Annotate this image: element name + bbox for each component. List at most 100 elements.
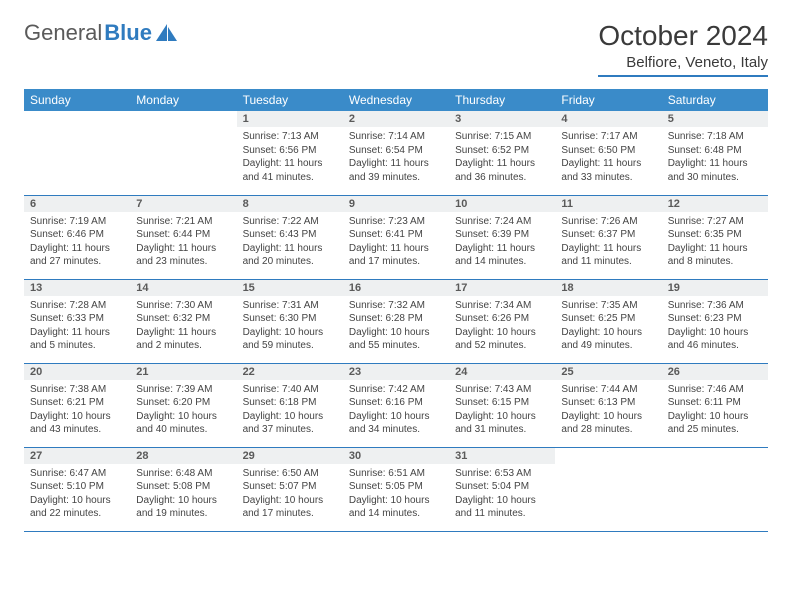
day-details: Sunrise: 7:30 AMSunset: 6:32 PMDaylight:… — [130, 296, 236, 357]
day-details: Sunrise: 7:44 AMSunset: 6:13 PMDaylight:… — [555, 380, 661, 441]
day-details: Sunrise: 7:26 AMSunset: 6:37 PMDaylight:… — [555, 212, 661, 273]
calendar-row: 6Sunrise: 7:19 AMSunset: 6:46 PMDaylight… — [24, 195, 768, 279]
brand-part1: General — [24, 20, 102, 46]
header: GeneralBlue October 2024 Belfiore, Venet… — [24, 20, 768, 77]
location-label: Belfiore, Veneto, Italy — [598, 54, 768, 77]
calendar-body: 1Sunrise: 7:13 AMSunset: 6:56 PMDaylight… — [24, 111, 768, 531]
calendar-page: GeneralBlue October 2024 Belfiore, Venet… — [0, 0, 792, 552]
calendar-cell: 24Sunrise: 7:43 AMSunset: 6:15 PMDayligh… — [449, 363, 555, 447]
day-number: 31 — [449, 448, 555, 464]
calendar-cell: 26Sunrise: 7:46 AMSunset: 6:11 PMDayligh… — [662, 363, 768, 447]
day-details: Sunrise: 7:19 AMSunset: 6:46 PMDaylight:… — [24, 212, 130, 273]
day-number: 30 — [343, 448, 449, 464]
weekday-header: Wednesday — [343, 89, 449, 111]
weekday-header-row: SundayMondayTuesdayWednesdayThursdayFrid… — [24, 89, 768, 111]
day-details: Sunrise: 7:15 AMSunset: 6:52 PMDaylight:… — [449, 127, 555, 188]
calendar-cell: 29Sunrise: 6:50 AMSunset: 5:07 PMDayligh… — [237, 447, 343, 531]
day-number: 28 — [130, 448, 236, 464]
calendar-cell: 28Sunrise: 6:48 AMSunset: 5:08 PMDayligh… — [130, 447, 236, 531]
calendar-cell: 13Sunrise: 7:28 AMSunset: 6:33 PMDayligh… — [24, 279, 130, 363]
day-details: Sunrise: 6:53 AMSunset: 5:04 PMDaylight:… — [449, 464, 555, 525]
day-number: 21 — [130, 364, 236, 380]
calendar-row: 20Sunrise: 7:38 AMSunset: 6:21 PMDayligh… — [24, 363, 768, 447]
day-details: Sunrise: 6:51 AMSunset: 5:05 PMDaylight:… — [343, 464, 449, 525]
day-details: Sunrise: 7:42 AMSunset: 6:16 PMDaylight:… — [343, 380, 449, 441]
day-details: Sunrise: 7:23 AMSunset: 6:41 PMDaylight:… — [343, 212, 449, 273]
day-number: 9 — [343, 196, 449, 212]
calendar-cell: 27Sunrise: 6:47 AMSunset: 5:10 PMDayligh… — [24, 447, 130, 531]
day-number: 16 — [343, 280, 449, 296]
calendar-cell: 16Sunrise: 7:32 AMSunset: 6:28 PMDayligh… — [343, 279, 449, 363]
day-number: 1 — [237, 111, 343, 127]
title-block: October 2024 Belfiore, Veneto, Italy — [598, 20, 768, 77]
day-details: Sunrise: 7:43 AMSunset: 6:15 PMDaylight:… — [449, 380, 555, 441]
brand-part2: Blue — [104, 20, 152, 46]
calendar-cell: 31Sunrise: 6:53 AMSunset: 5:04 PMDayligh… — [449, 447, 555, 531]
calendar-cell — [662, 447, 768, 531]
weekday-header: Tuesday — [237, 89, 343, 111]
day-details: Sunrise: 7:27 AMSunset: 6:35 PMDaylight:… — [662, 212, 768, 273]
day-details: Sunrise: 7:18 AMSunset: 6:48 PMDaylight:… — [662, 127, 768, 188]
day-number: 10 — [449, 196, 555, 212]
day-details: Sunrise: 6:50 AMSunset: 5:07 PMDaylight:… — [237, 464, 343, 525]
day-details: Sunrise: 7:38 AMSunset: 6:21 PMDaylight:… — [24, 380, 130, 441]
calendar-cell — [130, 111, 236, 195]
month-title: October 2024 — [598, 20, 768, 52]
calendar-cell: 23Sunrise: 7:42 AMSunset: 6:16 PMDayligh… — [343, 363, 449, 447]
calendar-cell: 18Sunrise: 7:35 AMSunset: 6:25 PMDayligh… — [555, 279, 661, 363]
calendar-table: SundayMondayTuesdayWednesdayThursdayFrid… — [24, 89, 768, 532]
day-details: Sunrise: 7:13 AMSunset: 6:56 PMDaylight:… — [237, 127, 343, 188]
day-details: Sunrise: 7:22 AMSunset: 6:43 PMDaylight:… — [237, 212, 343, 273]
day-number: 7 — [130, 196, 236, 212]
calendar-cell: 10Sunrise: 7:24 AMSunset: 6:39 PMDayligh… — [449, 195, 555, 279]
sail-icon — [156, 24, 178, 42]
day-number: 25 — [555, 364, 661, 380]
calendar-cell: 11Sunrise: 7:26 AMSunset: 6:37 PMDayligh… — [555, 195, 661, 279]
weekday-header: Saturday — [662, 89, 768, 111]
calendar-cell: 15Sunrise: 7:31 AMSunset: 6:30 PMDayligh… — [237, 279, 343, 363]
day-number: 23 — [343, 364, 449, 380]
day-number: 27 — [24, 448, 130, 464]
day-number: 26 — [662, 364, 768, 380]
day-details: Sunrise: 7:40 AMSunset: 6:18 PMDaylight:… — [237, 380, 343, 441]
calendar-cell: 17Sunrise: 7:34 AMSunset: 6:26 PMDayligh… — [449, 279, 555, 363]
calendar-cell: 8Sunrise: 7:22 AMSunset: 6:43 PMDaylight… — [237, 195, 343, 279]
day-details: Sunrise: 7:28 AMSunset: 6:33 PMDaylight:… — [24, 296, 130, 357]
day-details: Sunrise: 7:35 AMSunset: 6:25 PMDaylight:… — [555, 296, 661, 357]
calendar-cell: 22Sunrise: 7:40 AMSunset: 6:18 PMDayligh… — [237, 363, 343, 447]
calendar-cell: 25Sunrise: 7:44 AMSunset: 6:13 PMDayligh… — [555, 363, 661, 447]
weekday-header: Friday — [555, 89, 661, 111]
calendar-cell: 3Sunrise: 7:15 AMSunset: 6:52 PMDaylight… — [449, 111, 555, 195]
day-details: Sunrise: 7:34 AMSunset: 6:26 PMDaylight:… — [449, 296, 555, 357]
day-number: 8 — [237, 196, 343, 212]
weekday-header: Monday — [130, 89, 236, 111]
day-number: 6 — [24, 196, 130, 212]
calendar-cell: 9Sunrise: 7:23 AMSunset: 6:41 PMDaylight… — [343, 195, 449, 279]
day-number: 15 — [237, 280, 343, 296]
day-number: 24 — [449, 364, 555, 380]
calendar-cell: 20Sunrise: 7:38 AMSunset: 6:21 PMDayligh… — [24, 363, 130, 447]
calendar-cell — [24, 111, 130, 195]
calendar-cell: 4Sunrise: 7:17 AMSunset: 6:50 PMDaylight… — [555, 111, 661, 195]
calendar-cell: 6Sunrise: 7:19 AMSunset: 6:46 PMDaylight… — [24, 195, 130, 279]
calendar-cell: 30Sunrise: 6:51 AMSunset: 5:05 PMDayligh… — [343, 447, 449, 531]
calendar-row: 13Sunrise: 7:28 AMSunset: 6:33 PMDayligh… — [24, 279, 768, 363]
day-number: 17 — [449, 280, 555, 296]
calendar-cell: 5Sunrise: 7:18 AMSunset: 6:48 PMDaylight… — [662, 111, 768, 195]
day-number: 3 — [449, 111, 555, 127]
day-details: Sunrise: 7:21 AMSunset: 6:44 PMDaylight:… — [130, 212, 236, 273]
day-details: Sunrise: 6:48 AMSunset: 5:08 PMDaylight:… — [130, 464, 236, 525]
day-details: Sunrise: 7:14 AMSunset: 6:54 PMDaylight:… — [343, 127, 449, 188]
brand-logo: GeneralBlue — [24, 20, 178, 46]
day-details: Sunrise: 7:46 AMSunset: 6:11 PMDaylight:… — [662, 380, 768, 441]
calendar-cell: 1Sunrise: 7:13 AMSunset: 6:56 PMDaylight… — [237, 111, 343, 195]
calendar-cell: 21Sunrise: 7:39 AMSunset: 6:20 PMDayligh… — [130, 363, 236, 447]
day-number: 13 — [24, 280, 130, 296]
day-number: 19 — [662, 280, 768, 296]
day-number: 12 — [662, 196, 768, 212]
day-details: Sunrise: 7:36 AMSunset: 6:23 PMDaylight:… — [662, 296, 768, 357]
day-number: 14 — [130, 280, 236, 296]
calendar-cell — [555, 447, 661, 531]
calendar-cell: 7Sunrise: 7:21 AMSunset: 6:44 PMDaylight… — [130, 195, 236, 279]
calendar-cell: 12Sunrise: 7:27 AMSunset: 6:35 PMDayligh… — [662, 195, 768, 279]
